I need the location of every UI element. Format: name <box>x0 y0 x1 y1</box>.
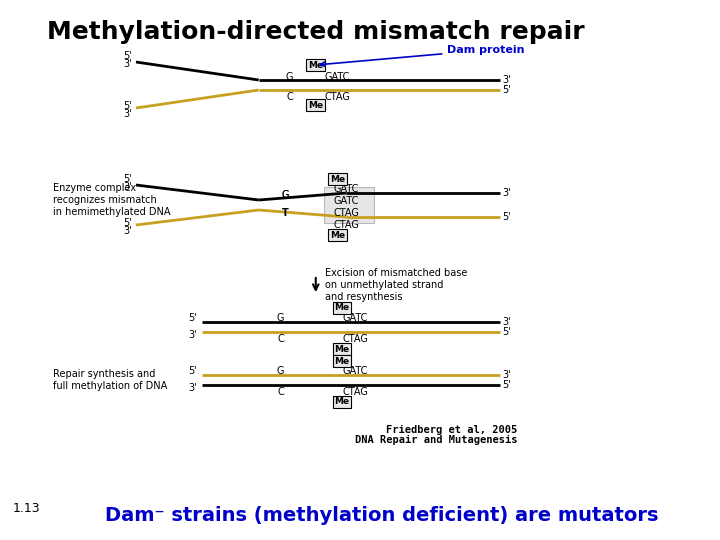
FancyBboxPatch shape <box>324 187 374 223</box>
Text: 3': 3' <box>503 188 511 198</box>
Text: Me: Me <box>335 303 350 313</box>
Text: 3': 3' <box>123 182 132 192</box>
Text: Enzyme complex
recognizes mismatch
in hemimethylated DNA: Enzyme complex recognizes mismatch in he… <box>53 184 170 217</box>
Text: Me: Me <box>308 60 323 70</box>
Text: G: G <box>277 313 284 323</box>
Text: 3': 3' <box>503 370 511 380</box>
Text: CTAG: CTAG <box>342 334 368 344</box>
Text: 5': 5' <box>123 101 132 111</box>
Text: CTAG: CTAG <box>325 92 351 102</box>
Text: Me: Me <box>335 356 350 366</box>
Text: Me: Me <box>330 231 345 240</box>
Text: Me: Me <box>330 174 345 184</box>
Text: 3': 3' <box>189 383 197 393</box>
Text: Me: Me <box>335 345 350 354</box>
Text: C: C <box>286 92 293 102</box>
Text: 3': 3' <box>503 75 511 85</box>
Text: GATC: GATC <box>334 184 359 194</box>
Text: CTAG: CTAG <box>333 208 359 218</box>
Text: Methylation-directed mismatch repair: Methylation-directed mismatch repair <box>47 20 585 44</box>
Text: 5': 5' <box>503 327 511 337</box>
Text: 5': 5' <box>503 380 511 390</box>
Text: Dam⁻ strains (methylation deficient) are mutators: Dam⁻ strains (methylation deficient) are… <box>105 506 659 525</box>
Text: 5': 5' <box>123 218 132 228</box>
Text: C: C <box>277 334 284 344</box>
Text: GATC: GATC <box>343 366 368 376</box>
Text: 3': 3' <box>123 59 132 69</box>
Text: Friedberg et al, 2005: Friedberg et al, 2005 <box>386 425 518 435</box>
Text: G: G <box>282 190 289 200</box>
Text: 5': 5' <box>189 313 197 323</box>
Text: 5': 5' <box>503 85 511 95</box>
Text: 5': 5' <box>123 51 132 61</box>
Text: Repair synthesis and
full methylation of DNA: Repair synthesis and full methylation of… <box>53 369 167 391</box>
Text: G: G <box>286 72 293 82</box>
Text: 3': 3' <box>123 226 132 236</box>
Text: 5': 5' <box>503 212 511 222</box>
Text: CTAG: CTAG <box>342 387 368 397</box>
Text: DNA Repair and Mutagenesis: DNA Repair and Mutagenesis <box>355 435 518 445</box>
Text: Me: Me <box>335 397 350 407</box>
Text: Me: Me <box>308 100 323 110</box>
Text: 1.13: 1.13 <box>13 502 41 515</box>
Text: Excision of mismatched base
on unmethylated strand
and resynthesis: Excision of mismatched base on unmethyla… <box>325 268 467 302</box>
Text: T: T <box>282 208 289 218</box>
Text: CTAG: CTAG <box>333 220 359 230</box>
Text: G: G <box>277 366 284 376</box>
Text: C: C <box>277 387 284 397</box>
Text: 3': 3' <box>503 317 511 327</box>
Text: 5': 5' <box>123 174 132 184</box>
Text: 3': 3' <box>123 109 132 119</box>
Text: G: G <box>282 190 289 200</box>
Text: 3': 3' <box>189 330 197 340</box>
Text: GATC: GATC <box>343 313 368 323</box>
Text: Dam protein: Dam protein <box>320 45 525 66</box>
Text: GATC: GATC <box>334 196 359 206</box>
Text: 5': 5' <box>189 366 197 376</box>
Text: GATC: GATC <box>325 72 351 82</box>
